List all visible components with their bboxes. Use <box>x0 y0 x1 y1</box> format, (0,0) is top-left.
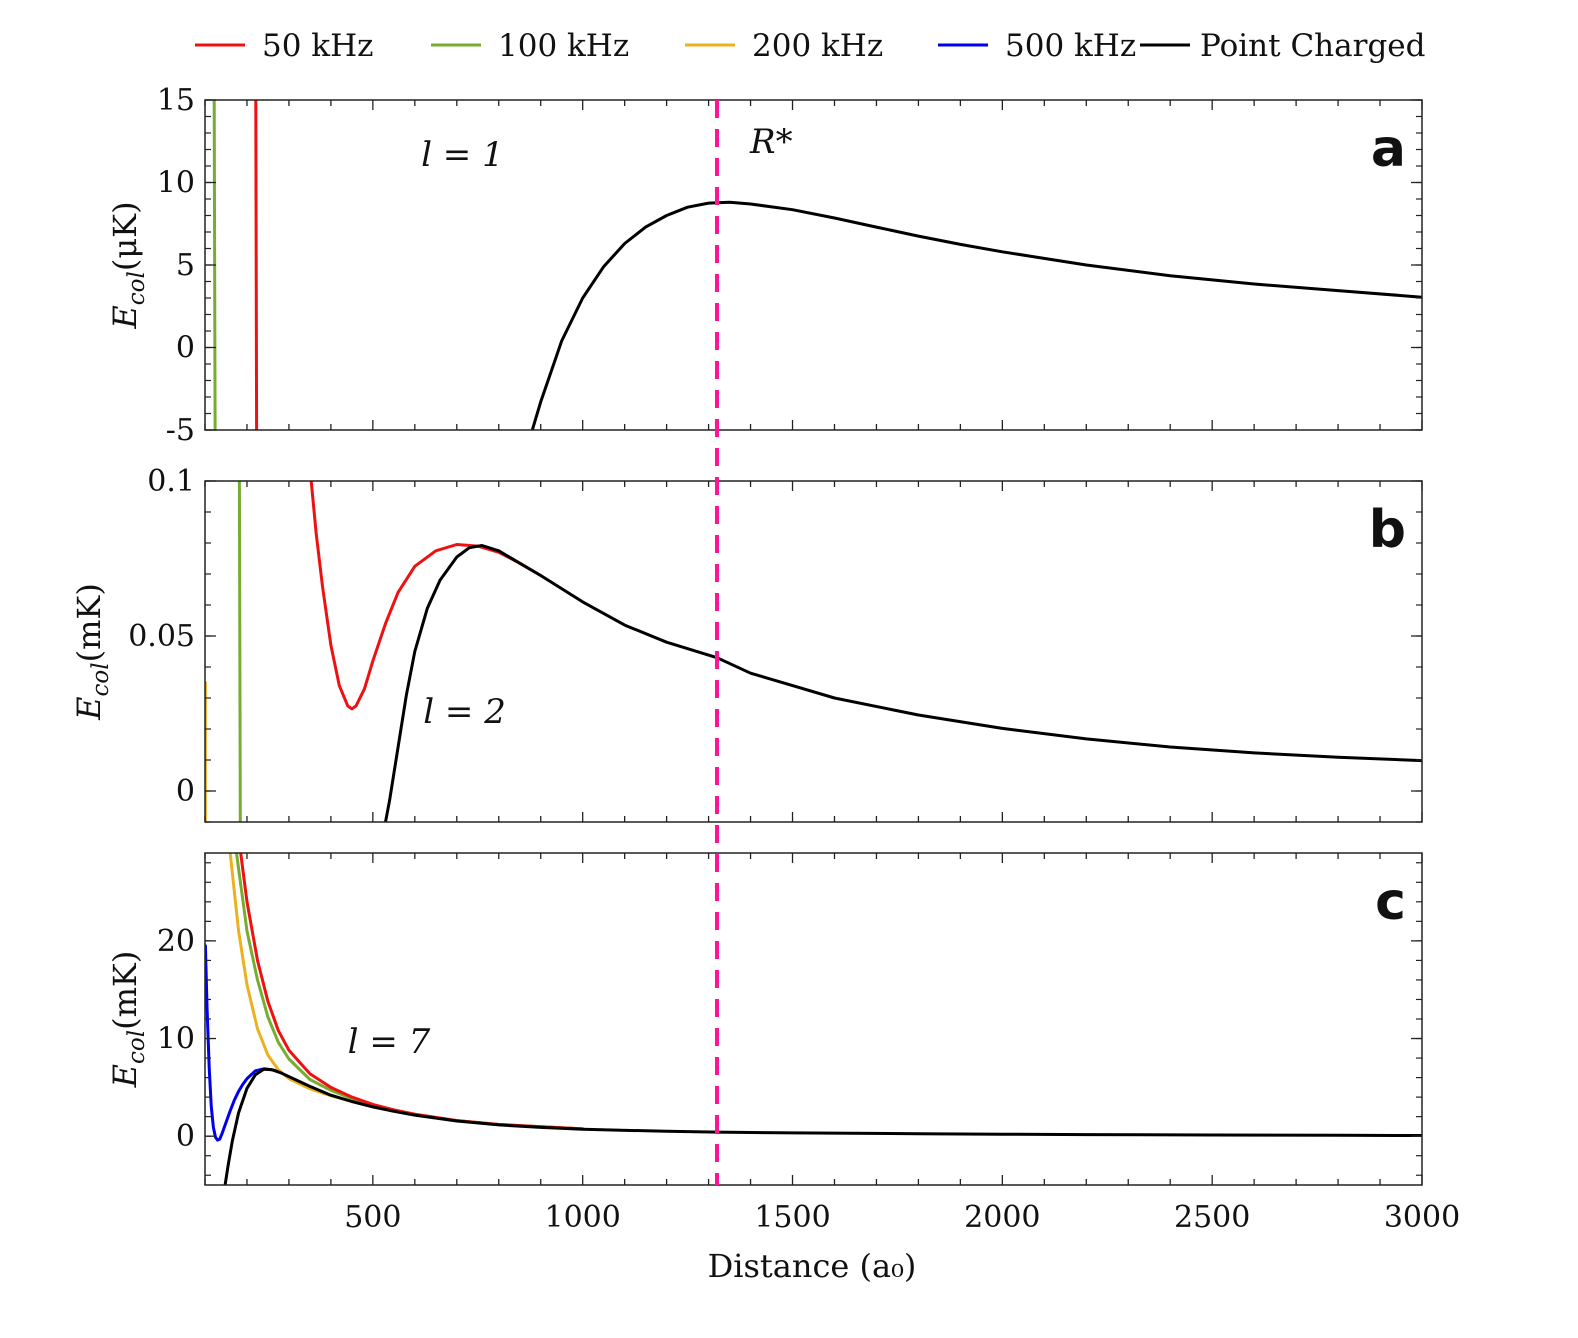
series-line-point-charged <box>530 200 1422 430</box>
panel-a-y-axis-title: Ecol(μK) <box>106 201 150 329</box>
panel-a-x-ticks <box>204 100 1423 430</box>
series-line-100-khz <box>235 853 585 1131</box>
panel-letter-a: a <box>1371 119 1406 179</box>
panel-c-x-ticks <box>204 853 1423 1185</box>
series-line-50-khz <box>239 853 585 1131</box>
series-line-200-khz <box>228 853 585 1131</box>
panel-b-annotation: l = 2 <box>423 692 506 732</box>
panel-letter-c: c <box>1375 872 1406 932</box>
panel-a-y-ticks: -5 0 5 10 15 <box>157 83 1422 448</box>
y-tick-label: 0.05 <box>128 619 195 654</box>
y-tick-label: -5 <box>166 413 195 448</box>
panel-c-series <box>205 853 1422 1185</box>
panel-frame <box>204 480 1423 823</box>
y-axis-subscript: col <box>88 662 114 696</box>
y-axis-symbol: E <box>70 696 108 720</box>
x-tick-label: 3000 <box>1384 1200 1460 1235</box>
y-tick-label: 15 <box>157 83 195 118</box>
series-line-point-charged <box>223 1067 1422 1185</box>
y-tick-label: 20 <box>157 924 195 959</box>
legend-label-2: 200 kHz <box>752 28 883 64</box>
reference-line-group: R* <box>714 100 793 1185</box>
panel-a-series <box>212 100 1422 430</box>
x-tick-label: 2000 <box>964 1200 1040 1235</box>
panel-c-y-axis-title: Ecol(mK) <box>106 951 150 1089</box>
panel-a-annotation: l = 1 <box>421 135 504 175</box>
y-tick-label: 0 <box>176 331 195 366</box>
y-axis-unit: (mK) <box>70 583 108 662</box>
y-axis-symbol: E <box>106 305 144 329</box>
y-tick-label: 10 <box>157 1022 195 1057</box>
x-tick-label: 1000 <box>545 1200 621 1235</box>
x-tick-label: 1500 <box>754 1200 830 1235</box>
panel-b: 0 0.05 0.1 Ecol(mK) l = 2 b <box>70 464 1423 823</box>
panel-b-x-ticks <box>204 481 1423 822</box>
y-tick-label: 5 <box>176 248 195 283</box>
x-tick-label: 500 <box>344 1200 401 1235</box>
y-axis-subscript: col <box>124 1030 150 1064</box>
x-axis-title: Distance (a₀) <box>708 1247 917 1285</box>
legend: 50 kHz 100 kHz 200 kHz 500 kHz Point Charged <box>195 28 1425 64</box>
panel-b-series <box>205 481 1422 822</box>
x-axis: Distance (a₀) 500 1000 1500 2000 2500 3000 <box>344 1200 1460 1285</box>
reference-line-label: R* <box>749 122 793 162</box>
panel-b-y-ticks: 0 0.05 0.1 <box>128 464 1422 823</box>
series-line-500-khz <box>205 944 282 1142</box>
y-tick-label: 0 <box>176 774 195 809</box>
panel-frame <box>204 99 1423 431</box>
y-axis-subscript: col <box>124 271 150 305</box>
series-line-50-khz <box>254 100 259 430</box>
y-axis-symbol: E <box>106 1064 144 1088</box>
y-axis-unit: (μK) <box>106 201 144 271</box>
panel-b-y-axis-title: Ecol(mK) <box>70 583 114 721</box>
series-line-50-khz <box>309 481 543 711</box>
legend-label-4: Point Charged <box>1200 28 1425 64</box>
legend-label-3: 500 kHz <box>1005 28 1136 64</box>
panel-c-annotation: l = 7 <box>348 1022 431 1062</box>
series-line-point-charged <box>384 544 1422 822</box>
panel-a: -5 0 5 10 15 Ecol(μK) l = 1 a <box>106 83 1423 448</box>
panel-c-y-ticks: 0 10 20 <box>157 862 1422 1176</box>
legend-label-1: 100 kHz <box>498 28 629 64</box>
y-tick-label: 0.1 <box>147 464 195 499</box>
legend-label-0: 50 kHz <box>262 28 373 64</box>
y-axis-unit: (mK) <box>106 951 144 1030</box>
series-line-100-khz <box>237 481 242 822</box>
x-tick-label: 2500 <box>1174 1200 1250 1235</box>
y-tick-label: 0 <box>176 1119 195 1154</box>
panel-letter-b: b <box>1369 500 1406 560</box>
y-tick-label: 10 <box>157 166 195 201</box>
